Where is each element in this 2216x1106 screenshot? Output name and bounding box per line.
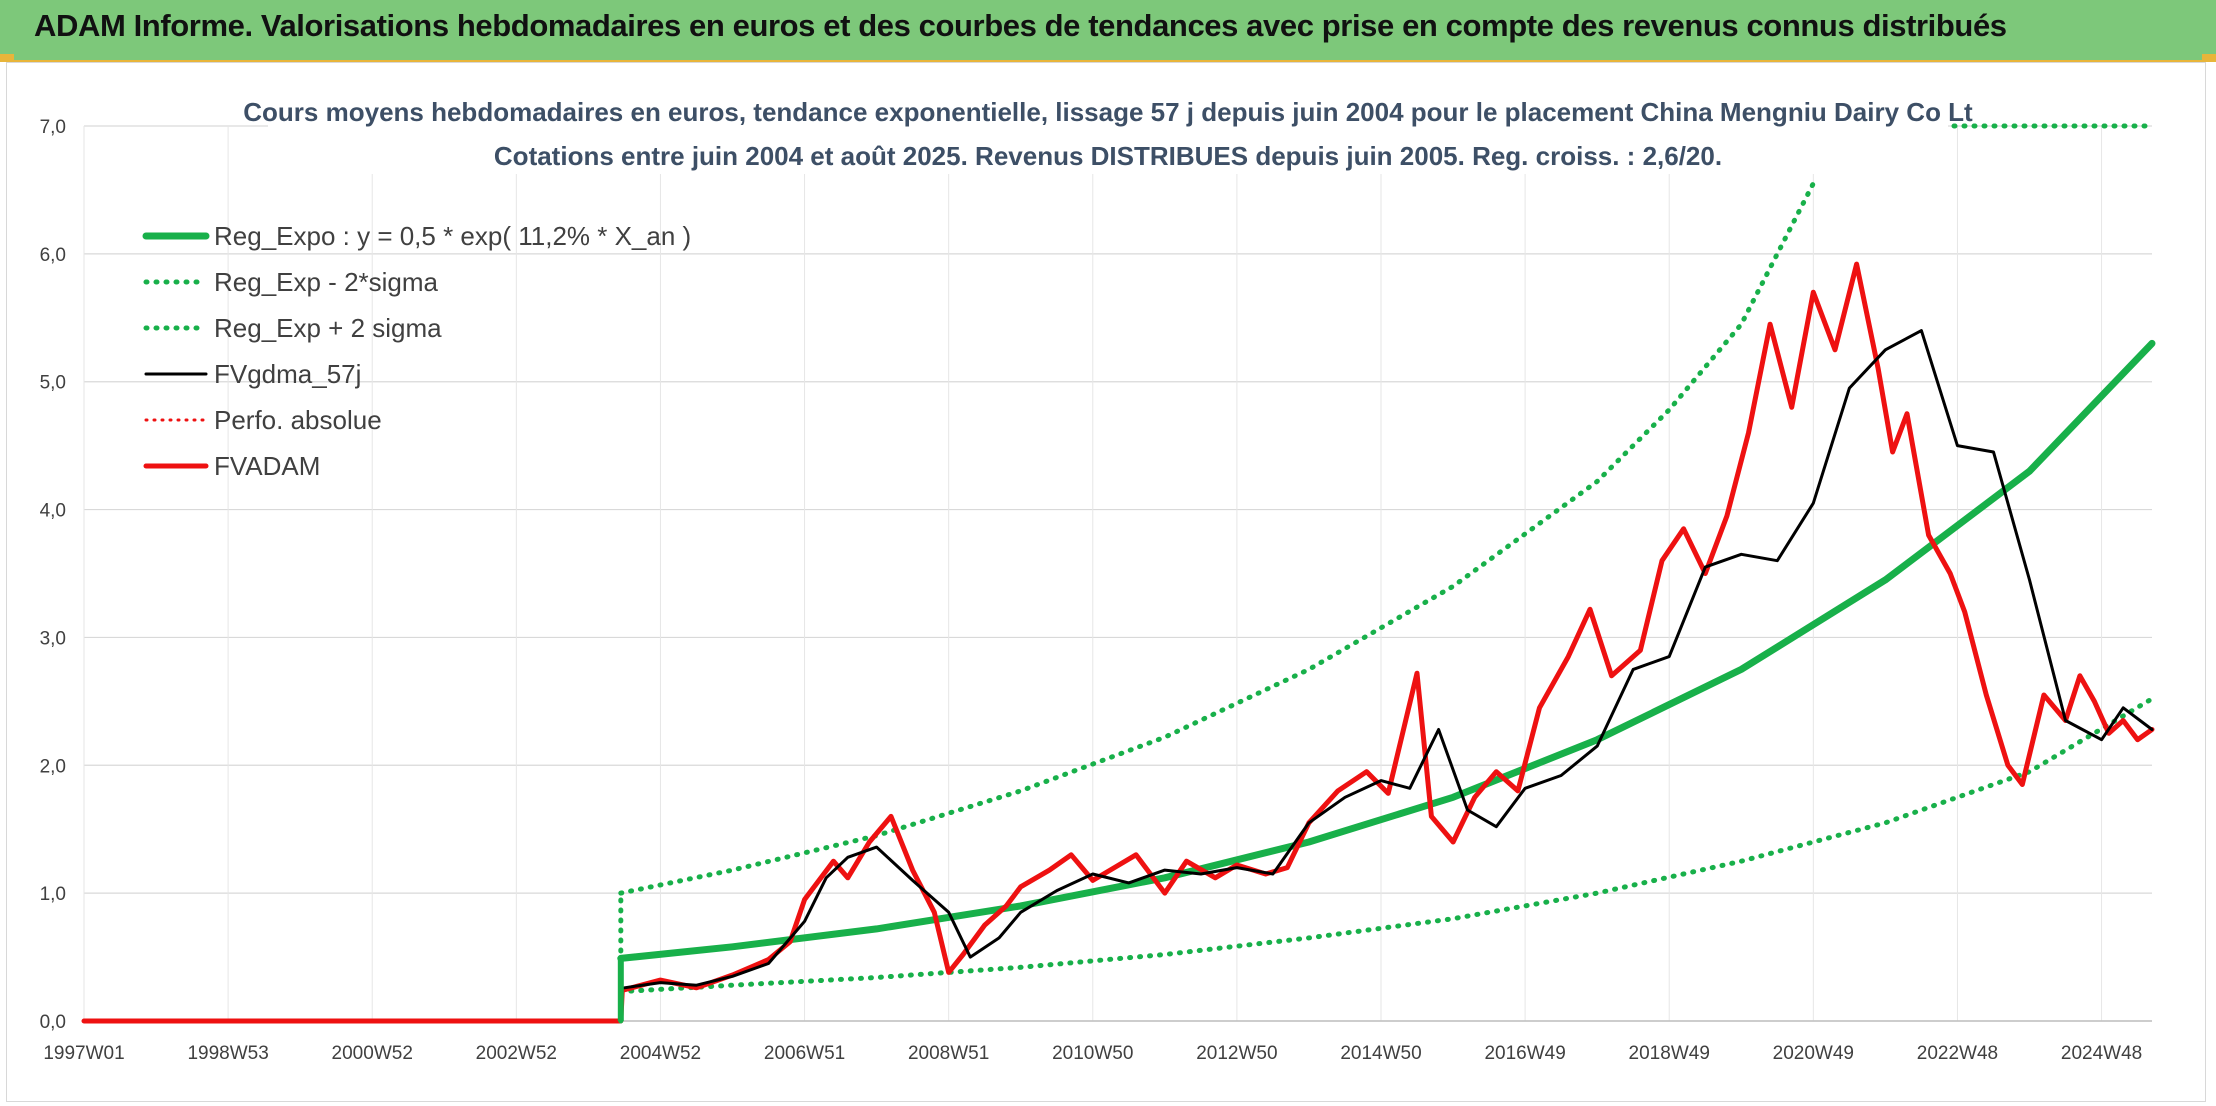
chart-title-line1: Cours moyens hebdomadaires en euros, ten… <box>243 97 1973 127</box>
legend-label: Perfo. absolue <box>214 405 382 435</box>
series-layer <box>81 123 2156 1024</box>
x-tick-label: 2016W49 <box>1484 1043 1565 1064</box>
x-axis-ticks: 1997W01 1998W53 2000W52 2002W52 2004W52 2006W… <box>43 1043 2142 1064</box>
x-tick-label: 2018W49 <box>1629 1043 1710 1064</box>
x-tick-label: 2008W51 <box>908 1043 989 1064</box>
x-tick-label: 1998W53 <box>187 1043 268 1064</box>
title-background <box>268 90 1948 174</box>
y-tick-label: 4,0 <box>40 501 66 522</box>
y-tick-label: 0,0 <box>40 1012 66 1033</box>
corner-mark-right <box>2202 54 2216 62</box>
x-tick-label: 2022W48 <box>1917 1043 1998 1064</box>
x-tick-label: 2000W52 <box>332 1043 413 1064</box>
y-tick-label: 6,0 <box>40 245 66 266</box>
legend-label: FVADAM <box>214 451 320 481</box>
legend-label: Reg_Exp - 2*sigma <box>214 267 439 297</box>
series-line-1 <box>618 696 2155 995</box>
x-tick-label: 2024W48 <box>2061 1043 2142 1064</box>
header-banner: ADAM Informe. Valorisations hebdomadaire… <box>0 0 2216 62</box>
series-line-5 <box>81 261 2155 1024</box>
x-tick-label: 2002W52 <box>476 1043 557 1064</box>
x-tick-label: 2014W50 <box>1340 1043 1421 1064</box>
legend: Reg_Expo : y = 0,5 * exp( 11,2% * X_an )… <box>142 221 691 481</box>
x-tick-label: 1997W01 <box>43 1043 124 1064</box>
x-tick-label: 2020W49 <box>1773 1043 1854 1064</box>
y-axis-ticks: 0,0 1,0 2,0 3,0 4,0 5,0 6,0 7,0 <box>40 117 66 1033</box>
series-line-2 <box>618 181 1816 896</box>
y-tick-label: 1,0 <box>40 884 66 905</box>
y-tick-label: 2,0 <box>40 756 66 777</box>
x-tick-label: 2004W52 <box>620 1043 701 1064</box>
y-tick-label: 7,0 <box>40 117 66 138</box>
x-tick-label: 2012W50 <box>1196 1043 1277 1064</box>
chart-frame <box>6 62 2206 1102</box>
grid-lines <box>83 125 2152 1022</box>
legend-label: FVgdma_57j <box>214 359 361 389</box>
series-line-0 <box>617 339 2156 962</box>
corner-mark-left <box>0 54 14 62</box>
x-tick-label: 2010W50 <box>1052 1043 1133 1064</box>
legend-label: Reg_Exp + 2 sigma <box>214 313 442 343</box>
chart-title-line2: Cotations entre juin 2004 et août 2025. … <box>494 141 1722 171</box>
series-line-3 <box>622 329 2154 990</box>
legend-label: Reg_Expo : y = 0,5 * exp( 11,2% * X_an ) <box>214 221 691 251</box>
page-title: ADAM Informe. Valorisations hebdomadaire… <box>34 8 2007 43</box>
y-tick-label: 3,0 <box>40 628 66 649</box>
y-tick-label: 5,0 <box>40 373 66 394</box>
x-tick-label: 2006W51 <box>764 1043 845 1064</box>
